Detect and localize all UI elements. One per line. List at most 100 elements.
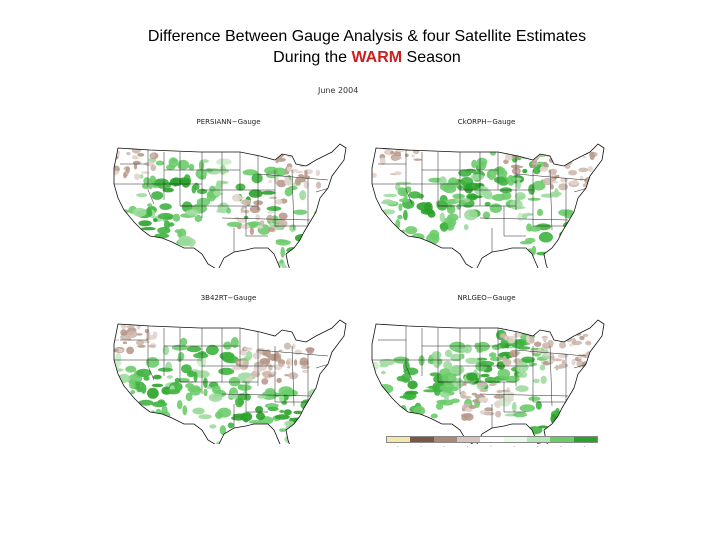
- legend-tick-label: -: [560, 444, 562, 449]
- wet-bias-patch: [413, 405, 426, 416]
- dry-bias-patch: [114, 339, 120, 342]
- wet-bias-patch: [407, 380, 418, 390]
- wet-bias-patch: [240, 412, 253, 422]
- wet-bias-patch: [191, 184, 197, 194]
- wet-bias-patch: [403, 378, 410, 382]
- wet-bias-patch: [144, 248, 154, 255]
- dry-bias-patch: [252, 352, 261, 360]
- wet-bias-patch: [338, 216, 344, 225]
- wet-bias-patch: [489, 356, 503, 362]
- dry-bias-patch: [513, 332, 522, 338]
- wet-bias-patch: [579, 418, 586, 422]
- wet-bias-patch: [528, 184, 535, 195]
- dry-bias-patch: [551, 180, 559, 184]
- dry-bias-patch: [267, 227, 275, 232]
- wet-bias-patch: [163, 220, 171, 230]
- wet-bias-patch: [555, 407, 560, 417]
- wet-bias-patch: [516, 251, 531, 256]
- dry-bias-patch: [267, 211, 274, 214]
- wet-bias-patch: [563, 228, 571, 237]
- wet-bias-patch: [271, 440, 279, 444]
- dry-bias-patch: [315, 181, 322, 189]
- wet-bias-patch: [307, 251, 318, 256]
- dry-bias-patch: [546, 152, 557, 158]
- wet-bias-patch: [156, 240, 171, 248]
- wet-bias-patch: [514, 192, 526, 201]
- dry-bias-patch: [237, 218, 248, 223]
- wet-bias-patch: [536, 208, 544, 216]
- wet-bias-patch: [343, 209, 346, 220]
- wet-bias-patch: [279, 409, 285, 413]
- dry-bias-patch: [275, 199, 283, 205]
- wet-bias-patch: [300, 399, 313, 410]
- wet-bias-patch: [296, 261, 308, 265]
- wet-bias-patch: [372, 402, 379, 407]
- wet-bias-patch: [522, 168, 528, 174]
- wet-bias-patch: [128, 254, 133, 263]
- wet-bias-patch: [328, 242, 339, 246]
- wet-bias-patch: [208, 393, 223, 402]
- wet-bias-patch: [143, 255, 157, 261]
- wet-bias-patch: [257, 394, 267, 399]
- dry-bias-patch: [304, 170, 308, 178]
- dry-bias-patch: [564, 164, 571, 169]
- wet-bias-patch: [283, 409, 292, 416]
- dry-bias-patch: [295, 152, 301, 155]
- wet-bias-patch: [512, 401, 517, 413]
- wet-bias-patch: [593, 218, 602, 228]
- wet-bias-patch: [168, 222, 175, 227]
- wet-bias-patch: [147, 387, 159, 399]
- dry-bias-patch: [505, 137, 514, 141]
- wet-bias-patch: [324, 215, 335, 227]
- dry-bias-patch: [268, 196, 278, 199]
- state-boundary: [503, 382, 526, 413]
- wet-bias-patch: [312, 260, 324, 268]
- wet-bias-patch: [526, 223, 533, 232]
- dry-bias-patch: [303, 180, 309, 189]
- dry-bias-patch: [591, 183, 600, 189]
- wet-bias-patch: [556, 260, 565, 267]
- legend-swatch: [433, 437, 457, 442]
- dry-bias-patch: [571, 358, 576, 366]
- date-label: June 2004: [318, 86, 359, 95]
- wet-bias-patch: [435, 402, 444, 410]
- dry-bias-patch: [510, 164, 521, 169]
- dry-bias-patch: [515, 169, 519, 174]
- wet-bias-patch: [293, 209, 308, 215]
- dry-bias-patch: [506, 148, 512, 154]
- wet-bias-patch: [305, 258, 319, 268]
- dry-bias-patch: [545, 144, 553, 145]
- state-boundary: [515, 173, 587, 181]
- wet-bias-patch: [447, 213, 459, 222]
- wet-bias-patch: [450, 353, 463, 362]
- dry-bias-patch: [543, 353, 554, 357]
- wet-bias-patch: [306, 241, 315, 251]
- map-panel-cmorph: CkORPH−Gauge: [364, 118, 609, 268]
- state-boundary: [479, 217, 569, 221]
- us-outline: [371, 319, 605, 444]
- wet-bias-patch: [117, 373, 131, 383]
- legend-swatch: [410, 437, 434, 442]
- panel-label: NRLGEO−Gauge: [457, 294, 516, 302]
- wet-bias-patch: [471, 159, 478, 169]
- dry-bias-patch: [241, 199, 252, 203]
- wet-bias-patch: [186, 370, 195, 378]
- dry-bias-patch: [537, 348, 542, 354]
- wet-bias-patch: [219, 425, 227, 436]
- dry-bias-patch: [561, 359, 566, 365]
- wet-bias-patch: [114, 390, 121, 402]
- wet-bias-patch: [467, 144, 483, 146]
- wet-bias-patch: [574, 237, 580, 243]
- dry-bias-patch: [495, 410, 502, 418]
- wet-bias-patch: [284, 435, 296, 444]
- wet-bias-patch: [484, 201, 491, 207]
- wet-bias-patch: [176, 400, 183, 410]
- wet-bias-patch: [196, 356, 207, 367]
- wet-bias-patch: [227, 422, 234, 429]
- wet-bias-patch: [157, 367, 173, 372]
- wet-bias-patch: [140, 383, 147, 394]
- wet-bias-patch: [463, 224, 469, 231]
- dry-bias-patch: [126, 325, 135, 329]
- wet-bias-patch: [136, 368, 152, 378]
- wet-bias-patch: [130, 390, 135, 395]
